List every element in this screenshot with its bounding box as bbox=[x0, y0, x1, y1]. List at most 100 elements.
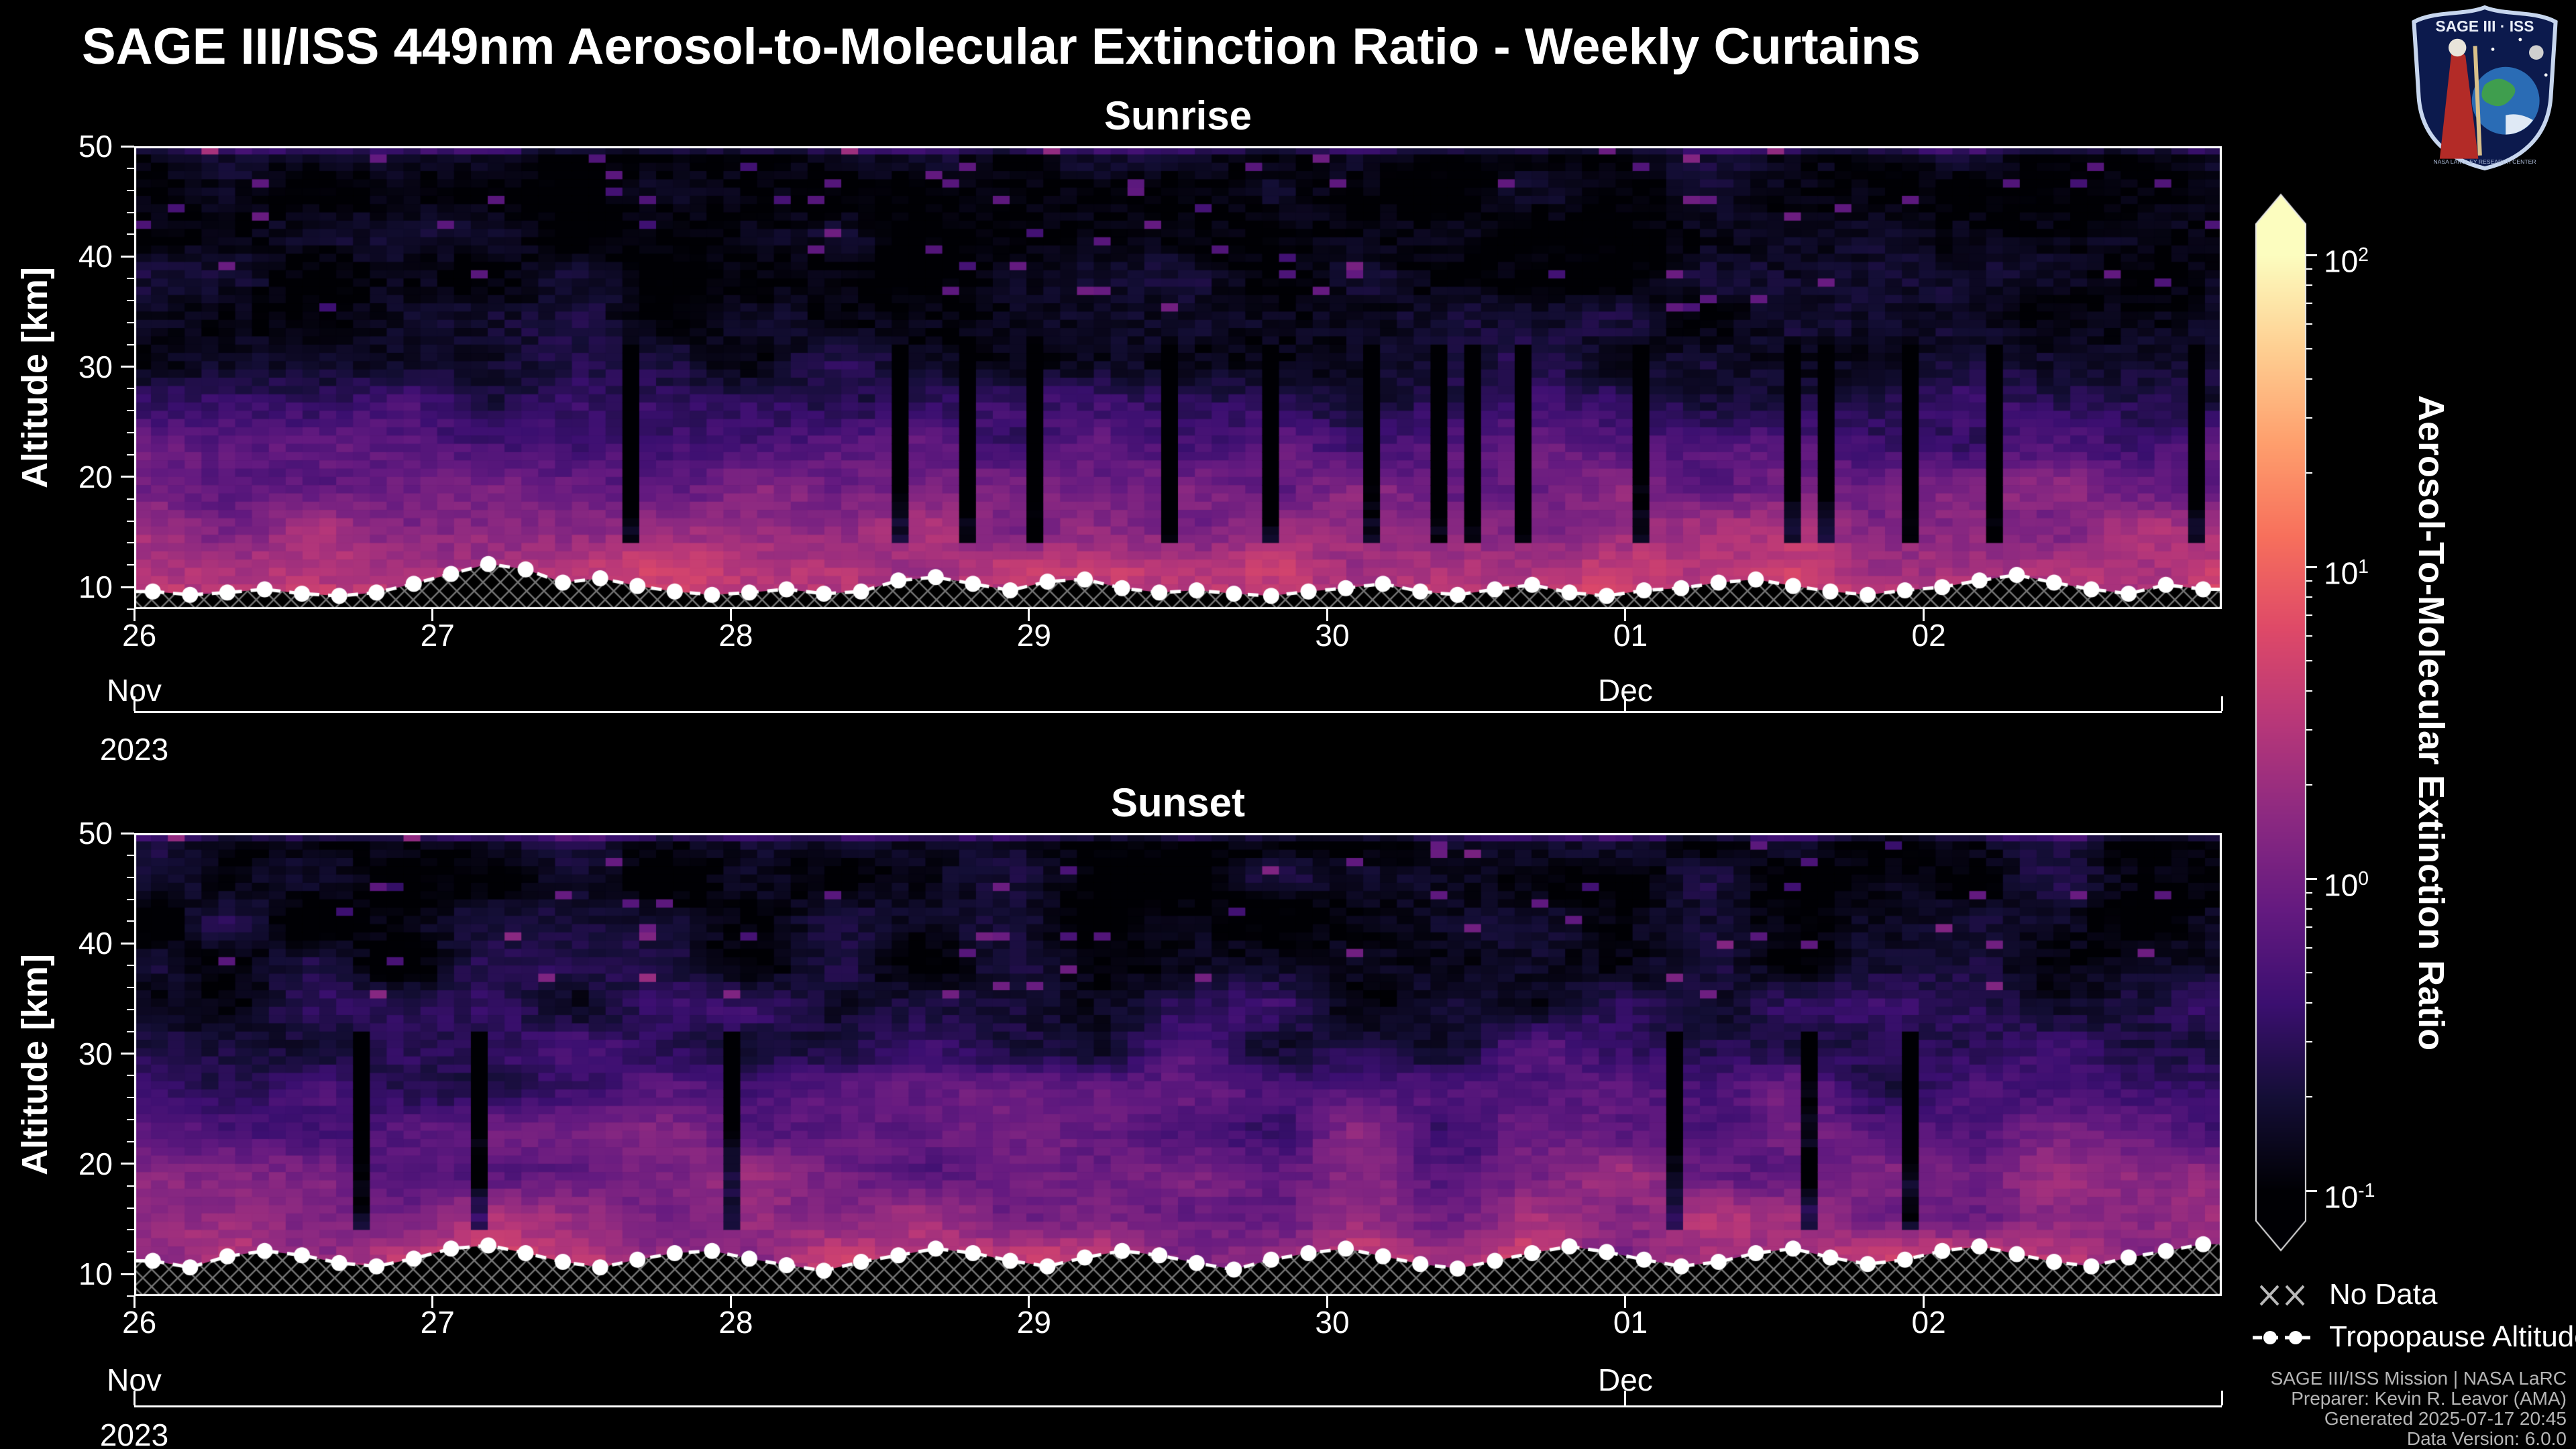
colorbar-minor-tick bbox=[2306, 1096, 2312, 1098]
y-tick-label: 30 bbox=[78, 1036, 113, 1071]
figure-title: SAGE III/ISS 449nm Aerosol-to-Molecular … bbox=[82, 18, 1921, 75]
colorbar-minor-tick bbox=[2306, 303, 2312, 305]
x-tick bbox=[729, 609, 732, 621]
y-tick-label: 50 bbox=[78, 816, 113, 851]
month-label: Dec bbox=[1597, 1362, 1653, 1397]
colorbar-minor-tick bbox=[2306, 635, 2312, 637]
year-label: 2023 bbox=[99, 732, 169, 767]
month-axis-tick bbox=[1624, 1391, 1627, 1405]
colorbar-minor-tick bbox=[2306, 908, 2312, 910]
x-tick-label: 28 bbox=[718, 1305, 753, 1340]
colorbar-minor-tick bbox=[2306, 472, 2312, 474]
x-tick bbox=[1922, 1296, 1925, 1308]
y-tick-label: 30 bbox=[78, 349, 113, 384]
y-tick-label: 50 bbox=[78, 129, 113, 164]
star-icon bbox=[2518, 38, 2522, 42]
y-minor-tick bbox=[127, 432, 134, 434]
footer-line: Generated 2025-07-17 20:45 bbox=[2324, 1408, 2567, 1429]
month-axis-line bbox=[134, 711, 2222, 713]
month-label: Nov bbox=[107, 673, 162, 708]
x-tick-label: 27 bbox=[420, 1305, 455, 1340]
colorbar-minor-tick bbox=[2306, 729, 2312, 731]
colorbar-minor-tick bbox=[2306, 926, 2312, 928]
y-tick bbox=[121, 255, 134, 258]
y-minor-tick bbox=[127, 1097, 134, 1099]
y-minor-tick bbox=[127, 965, 134, 967]
y-minor-tick bbox=[127, 987, 134, 988]
y-tick bbox=[121, 832, 134, 835]
y-minor-tick bbox=[127, 321, 134, 323]
y-tick-label: 10 bbox=[78, 570, 113, 605]
footer-line: Data Version: 6.0.0 bbox=[2406, 1428, 2567, 1449]
colorbar-minor-tick bbox=[2306, 284, 2312, 286]
earth-land bbox=[2481, 78, 2516, 107]
y-minor-tick bbox=[127, 211, 134, 213]
tropopause-icon bbox=[2253, 1331, 2314, 1344]
y-tick bbox=[121, 586, 134, 588]
y-minor-tick bbox=[127, 410, 134, 412]
y-minor-tick bbox=[127, 1229, 134, 1231]
colorbar-minor-tick bbox=[2306, 417, 2312, 419]
colorbar-tick bbox=[2306, 254, 2317, 256]
colorbar-tick-label: 100 bbox=[2324, 867, 2369, 903]
y-minor-tick bbox=[127, 520, 134, 522]
x-tick-label: 26 bbox=[122, 1305, 157, 1340]
staff-icon bbox=[2473, 46, 2482, 156]
y-minor-tick bbox=[127, 1075, 134, 1077]
colorbar-tick bbox=[2306, 1189, 2317, 1192]
x-tick bbox=[431, 609, 434, 621]
logo-title: SAGE III · ISS bbox=[2436, 17, 2534, 35]
y-minor-tick bbox=[127, 233, 134, 235]
x-tick-label: 29 bbox=[1016, 1305, 1051, 1340]
x-tick bbox=[1326, 1296, 1328, 1308]
colorbar-tick bbox=[2306, 566, 2317, 568]
colorbar-minor-tick bbox=[2306, 614, 2312, 616]
x-tick bbox=[729, 1296, 732, 1308]
y-minor-tick bbox=[127, 920, 134, 922]
colorbar-tick bbox=[2306, 877, 2317, 880]
x-tick-label: 01 bbox=[1613, 618, 1648, 653]
x-tick bbox=[1624, 1296, 1627, 1308]
x-tick-label: 30 bbox=[1315, 618, 1350, 653]
star-icon bbox=[2544, 73, 2548, 77]
y-minor-tick bbox=[127, 1251, 134, 1253]
month-axis-tick bbox=[2220, 696, 2223, 711]
y-minor-tick bbox=[127, 876, 134, 878]
colorbar-minor-tick bbox=[2306, 892, 2312, 894]
month-label: Nov bbox=[107, 1362, 162, 1397]
colorbar-tick-label: 102 bbox=[2324, 244, 2369, 279]
y-minor-tick bbox=[127, 564, 134, 566]
y-tick bbox=[121, 1163, 134, 1165]
month-label: Dec bbox=[1597, 673, 1653, 708]
x-tick-label: 28 bbox=[718, 618, 753, 653]
x-tick bbox=[133, 1296, 136, 1308]
month-axis-tick bbox=[133, 1391, 136, 1405]
y-tick-label: 40 bbox=[78, 926, 113, 961]
colorbar-minor-tick bbox=[2306, 323, 2312, 325]
x-tick-label: 02 bbox=[1911, 618, 1946, 653]
x-tick-label: 29 bbox=[1016, 618, 1051, 653]
y-minor-tick bbox=[127, 167, 134, 169]
mission-patch-logo: SAGE III · ISS NASA LANGLEY RESEARCH CEN… bbox=[2412, 5, 2558, 171]
x-tick-label: 30 bbox=[1315, 1305, 1350, 1340]
colorbar-minor-tick bbox=[2306, 347, 2312, 350]
y-tick-label: 10 bbox=[78, 1256, 113, 1292]
x-tick bbox=[431, 1296, 434, 1308]
y-minor-tick bbox=[127, 1141, 134, 1142]
logo-subtitle: NASA LANGLEY RESEARCH CENTER bbox=[2433, 158, 2536, 165]
y-tick bbox=[121, 145, 134, 148]
colorbar-minor-tick bbox=[2306, 690, 2312, 692]
footer-line: Preparer: Kevin R. Leavor (AMA) bbox=[2291, 1388, 2567, 1409]
colorbar-minor-tick bbox=[2306, 268, 2312, 270]
x-tick bbox=[1028, 609, 1030, 621]
colorbar-minor-tick bbox=[2306, 1041, 2312, 1043]
y-minor-tick bbox=[127, 608, 134, 610]
y-tick-label: 40 bbox=[78, 239, 113, 274]
footer-credits: SAGE III/ISS Mission | NASA LaRC Prepare… bbox=[2271, 1368, 2567, 1449]
panel-title-sunrise: Sunrise bbox=[1104, 93, 1252, 138]
month-axis-tick bbox=[2220, 1391, 2223, 1405]
colorbar-label: Aerosol-To-Molecular Extinction Ratio bbox=[2411, 395, 2451, 1051]
month-axis-line bbox=[134, 1405, 2222, 1407]
y-minor-tick bbox=[127, 343, 134, 345]
y-minor-tick bbox=[127, 454, 134, 455]
